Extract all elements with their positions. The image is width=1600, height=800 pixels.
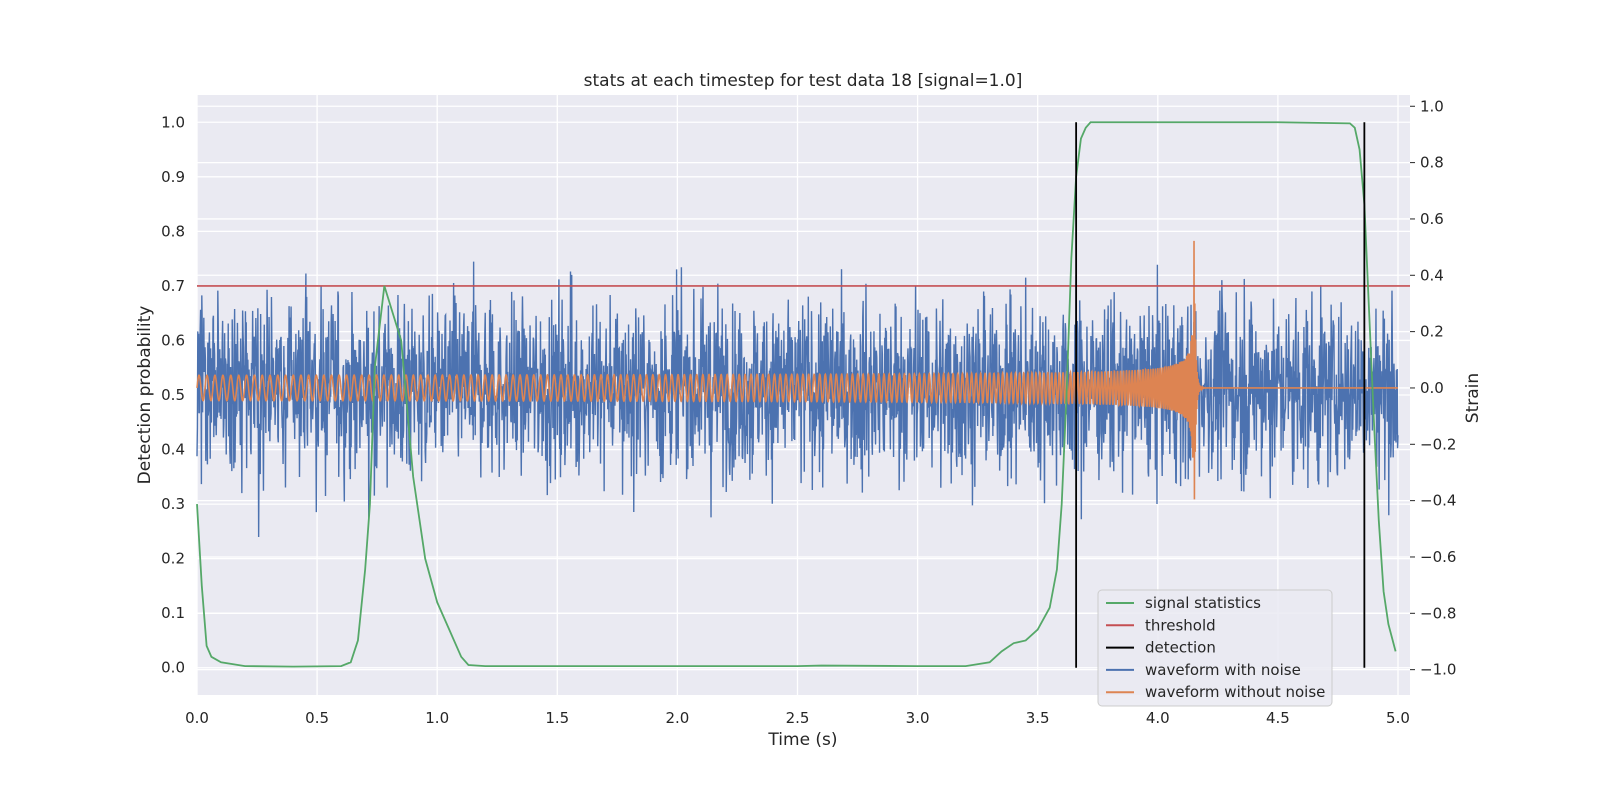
series-waveform-with-noise (196, 261, 1399, 538)
y2-tick-label: 0.6 (1420, 210, 1444, 228)
ticks-layer: 0.0 0.5 1.0 1.5 2.0 2.5 3.0 3.5 4.0 4.5 5.0 0.0 0.1 0… (161, 97, 1456, 727)
y2-tick-label: −0.6 (1420, 548, 1456, 566)
y-tick-label: 0.1 (161, 604, 185, 622)
legend-label: threshold (1145, 616, 1216, 634)
x-tick-label: 1.0 (425, 709, 449, 727)
y2-tick-label: −1.0 (1420, 661, 1456, 679)
y2-axis-label: Strain (1463, 373, 1483, 423)
y-axis-label: Detection probability (135, 306, 155, 485)
y-tick-label: 0.2 (161, 550, 185, 568)
chart-title: stats at each timestep for test data 18 … (584, 71, 1023, 91)
x-tick-label: 2.5 (786, 709, 810, 727)
y-tick-label: 0.8 (161, 222, 185, 240)
x-tick-label: 1.5 (545, 709, 569, 727)
x-axis-label: Time (s) (767, 730, 837, 750)
y-tick-label: 0.4 (161, 441, 185, 459)
y2-tick-label: −0.8 (1420, 604, 1456, 622)
series-layer (196, 121, 1410, 668)
x-tick-label: 3.0 (906, 709, 930, 727)
x-tick-label: 4.0 (1146, 709, 1170, 727)
x-tick-label: 3.5 (1026, 709, 1050, 727)
legend-label: signal statistics (1145, 594, 1261, 612)
x-tick-label: 0.5 (305, 709, 329, 727)
y-tick-label: 0.5 (161, 386, 185, 404)
legend-box (1097, 589, 1333, 707)
legend-label: detection (1145, 639, 1216, 657)
y-tick-label: 0.0 (161, 659, 185, 677)
y2-tick-label: 0.0 (1420, 379, 1444, 397)
y-tick-label: 0.3 (161, 495, 185, 513)
y2-tick-label: 1.0 (1420, 97, 1444, 115)
y2-tick-label: −0.2 (1420, 435, 1456, 453)
x-tick-label: 2.0 (665, 709, 689, 727)
y2-tick-label: 0.2 (1420, 323, 1444, 341)
x-tick-label: 0.0 (185, 709, 209, 727)
legend-label: waveform with noise (1145, 661, 1301, 679)
y2-tick-label: 0.4 (1420, 266, 1444, 284)
y-tick-label: 0.9 (161, 168, 185, 186)
series-signal-statistics (196, 121, 1397, 668)
x-tick-label: 5.0 (1386, 709, 1410, 727)
legend-label: waveform without noise (1145, 683, 1325, 701)
y-tick-label: 1.0 (161, 113, 185, 131)
x-tick-label: 4.5 (1266, 709, 1290, 727)
series-waveform-without-noise (196, 240, 1398, 500)
y2-tick-label: 0.8 (1420, 154, 1444, 172)
y-tick-label: 0.6 (161, 331, 185, 349)
legend: signal statistics threshold detection wavef… (1097, 589, 1333, 707)
y2-tick-label: −0.4 (1420, 492, 1456, 510)
y-tick-label: 0.7 (161, 277, 185, 295)
